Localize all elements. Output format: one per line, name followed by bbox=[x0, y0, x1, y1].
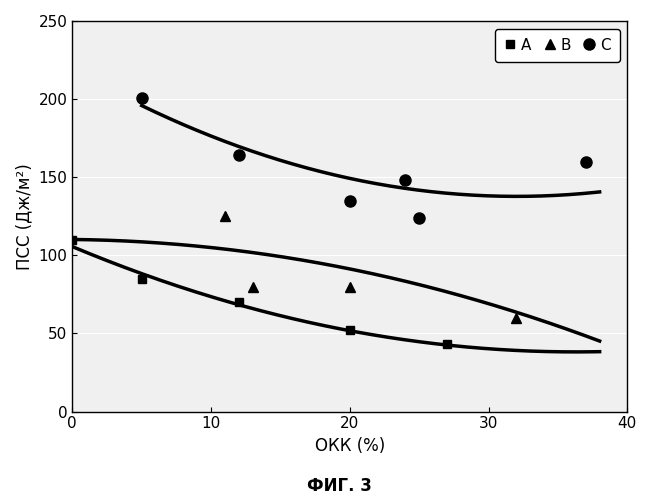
Text: ФИГ. 3: ФИГ. 3 bbox=[306, 477, 372, 495]
Line: B: B bbox=[220, 212, 521, 322]
Legend: A, B, C: A, B, C bbox=[495, 28, 620, 62]
A bbox=[138, 276, 145, 282]
B bbox=[249, 284, 257, 290]
C bbox=[138, 94, 145, 100]
Line: C: C bbox=[136, 92, 591, 224]
B bbox=[221, 214, 229, 220]
C bbox=[415, 215, 423, 221]
B bbox=[346, 284, 354, 290]
C bbox=[235, 152, 243, 158]
C bbox=[346, 198, 354, 203]
Line: A: A bbox=[68, 236, 451, 348]
B bbox=[512, 315, 520, 321]
A bbox=[346, 328, 354, 334]
A bbox=[235, 299, 243, 305]
X-axis label: ОКК (%): ОКК (%) bbox=[315, 437, 385, 455]
A bbox=[443, 342, 451, 347]
C bbox=[402, 178, 409, 184]
A bbox=[68, 236, 76, 242]
Y-axis label: ПСС (Дж/м²): ПСС (Дж/м²) bbox=[15, 163, 33, 270]
C bbox=[582, 158, 589, 164]
